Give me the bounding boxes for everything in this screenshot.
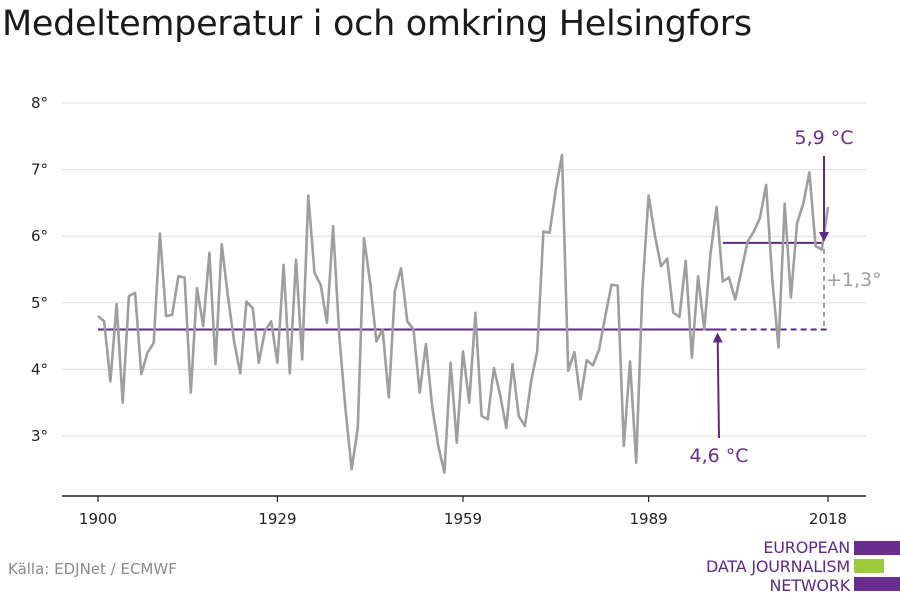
reference-lines xyxy=(98,241,828,331)
y-tick-label: 6° xyxy=(31,227,48,245)
x-tick-label: 2018 xyxy=(809,510,847,528)
x-tick-label: 1989 xyxy=(629,510,667,528)
annotation-baseline-mean: 4,6 °C xyxy=(689,445,748,467)
logo-bar-2 xyxy=(854,559,884,573)
x-tick-label: 1900 xyxy=(79,510,117,528)
x-tick-label: 1929 xyxy=(258,510,296,528)
chart-title: Medeltemperatur i och omkring Helsingfor… xyxy=(2,4,752,44)
annotation-recent-mean: 5,9 °C xyxy=(794,127,853,149)
x-axis: 1900 1929 1959 1989 2018 xyxy=(62,495,866,528)
gridlines xyxy=(62,102,866,437)
temperature-line xyxy=(97,153,830,474)
series-layer xyxy=(97,153,830,474)
y-axis-ticks: 3° 4° 5° 6° 7° 8° xyxy=(31,94,48,445)
logo-line-2: DATA JOURNALISM xyxy=(706,557,850,576)
y-tick-label: 4° xyxy=(31,360,48,378)
arrow-baseline-mean xyxy=(712,332,723,439)
y-tick-label: 3° xyxy=(31,427,48,445)
logo-bar-3 xyxy=(854,577,900,591)
y-tick-label: 5° xyxy=(31,294,48,312)
edjnet-logo: EUROPEAN DATA JOURNALISM NETWORK xyxy=(690,538,900,595)
logo-bar-1 xyxy=(854,541,900,555)
x-tick-label: 1959 xyxy=(444,510,482,528)
y-tick-label: 8° xyxy=(31,94,48,112)
logo-line-3: NETWORK xyxy=(769,576,851,595)
annotations: 5,9 °C 4,6 °C +1,3° xyxy=(689,127,881,467)
y-tick-label: 7° xyxy=(31,161,48,179)
annotation-difference: +1,3° xyxy=(826,269,882,291)
source-note: Källa: EDJNet / ECMWF xyxy=(8,560,177,578)
logo-line-1: EUROPEAN xyxy=(763,538,850,557)
